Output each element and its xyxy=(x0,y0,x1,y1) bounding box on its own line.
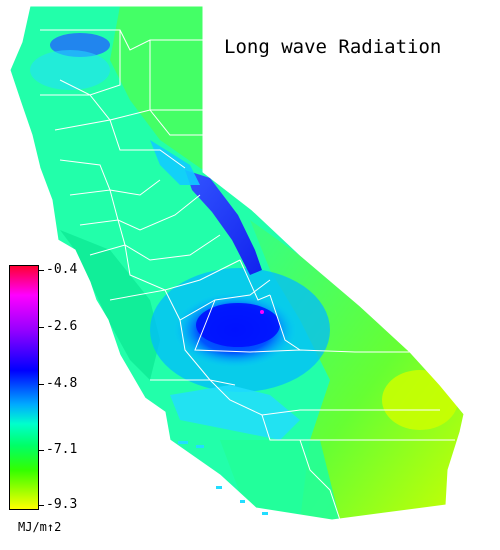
legend-unit: MJ/m↑2 xyxy=(18,520,62,534)
county-boundaries xyxy=(9,5,465,521)
legend-label-4: -9.3 xyxy=(46,497,78,512)
radiation-field xyxy=(30,6,464,520)
legend-color-bar xyxy=(9,265,39,510)
legend-label-1: -2.6 xyxy=(46,319,78,334)
high-value-point xyxy=(260,310,264,314)
legend-label-2: -4.8 xyxy=(46,376,78,391)
legend-tick-1 xyxy=(39,327,44,328)
legend-tick-0 xyxy=(39,270,44,271)
southwest-green-zone xyxy=(220,440,340,520)
legend-tick-2 xyxy=(39,384,44,385)
channel-islands xyxy=(178,441,268,515)
south-coast-cyan xyxy=(170,385,300,440)
sierra-band xyxy=(185,170,262,275)
desert-yellow-patch xyxy=(382,370,458,430)
legend-label-3: -7.1 xyxy=(46,442,78,457)
legend-tick-3 xyxy=(39,450,44,451)
legend-label-0: -0.4 xyxy=(46,262,78,277)
legend-tick-4 xyxy=(39,505,44,506)
north-green-zone xyxy=(110,6,203,170)
map-title: Long wave Radiation xyxy=(224,36,442,58)
valley-deep-core xyxy=(196,303,280,347)
coastal-teal-zone xyxy=(60,230,160,380)
north-mountain-cyan xyxy=(30,50,110,90)
